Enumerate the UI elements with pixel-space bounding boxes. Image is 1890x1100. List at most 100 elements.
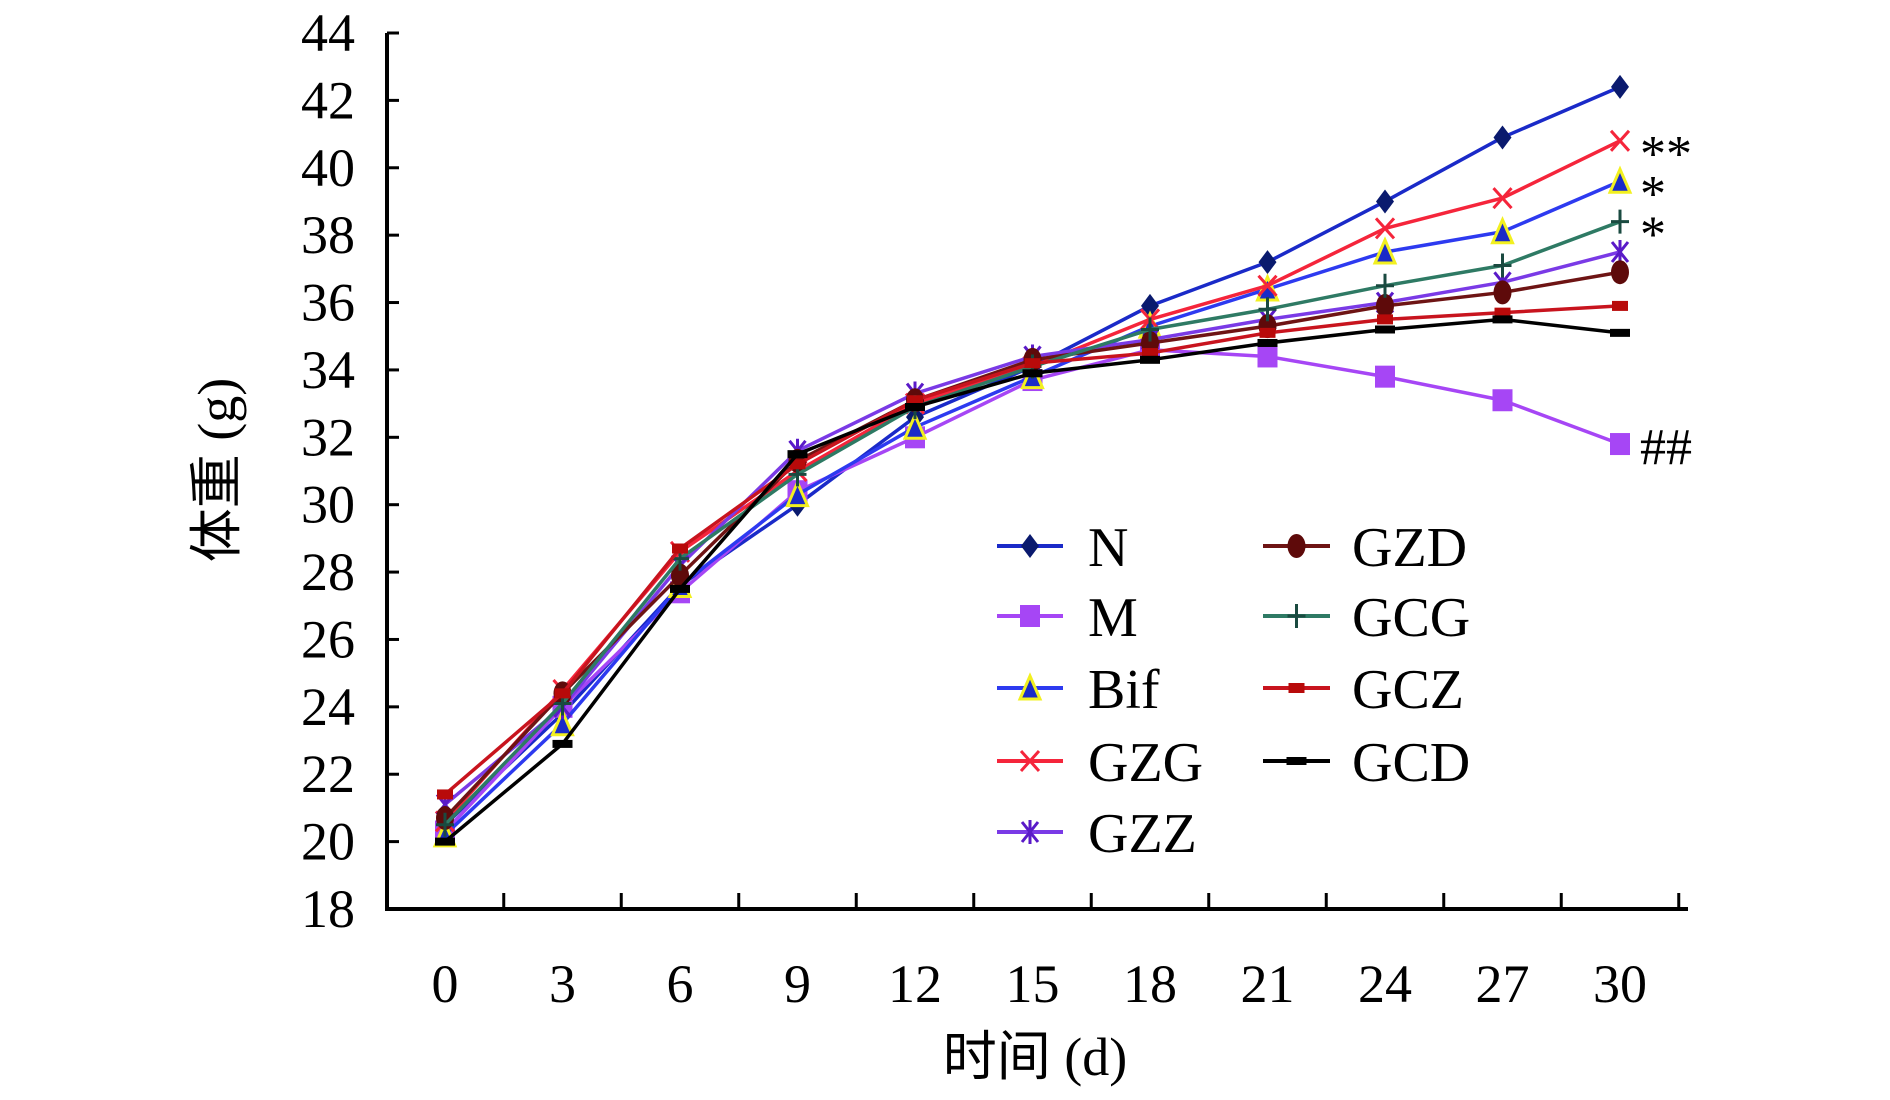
data-point — [1492, 187, 1513, 210]
y-tick-label: 26 — [301, 609, 355, 669]
data-point — [789, 459, 806, 470]
data-point — [1492, 315, 1513, 324]
data-point — [1493, 280, 1512, 305]
data-point — [1610, 328, 1630, 337]
annotation-layer: ****## — [1640, 126, 1692, 476]
data-point — [1022, 369, 1043, 378]
data-point — [1493, 253, 1512, 278]
x-tick-label: 27 — [1476, 954, 1530, 1014]
y-tick-label: 22 — [301, 744, 355, 804]
data-point — [1141, 293, 1159, 318]
series-gcd — [435, 315, 1630, 846]
x-tick-label: 18 — [1123, 954, 1177, 1014]
x-axis-title: 时间 (d) — [943, 1027, 1127, 1087]
legend-marker-icon — [1020, 820, 1040, 844]
y-tick-label: 34 — [301, 340, 355, 400]
data-point — [1140, 355, 1160, 364]
x-tick-label: 30 — [1593, 954, 1647, 1014]
y-tick-label: 42 — [301, 70, 355, 130]
legend-marker-icon — [1017, 672, 1043, 701]
data-point — [1259, 327, 1276, 338]
x-ticks: 0 3 6 9 12 15 18 21 24 27 30 — [432, 893, 1681, 1014]
data-point — [785, 478, 810, 508]
legend-item-m: M — [997, 587, 1138, 649]
data-point — [1610, 433, 1630, 456]
data-point — [672, 543, 688, 554]
legend-label: GZZ — [1088, 803, 1197, 865]
legend-marker-icon — [1021, 534, 1039, 558]
legend-item-bif: Bif — [997, 659, 1160, 721]
data-point — [905, 402, 925, 411]
x-tick-label: 21 — [1241, 954, 1295, 1014]
legend-item-n: N — [997, 517, 1128, 579]
data-point — [1375, 365, 1395, 388]
data-point — [1257, 345, 1278, 368]
legend-marker-icon — [1287, 604, 1306, 628]
data-point — [1611, 260, 1629, 285]
series-layer — [432, 74, 1633, 848]
legend-marker-icon — [1288, 683, 1305, 693]
y-tick-label: 30 — [301, 475, 355, 535]
data-point — [552, 739, 573, 748]
data-point — [1258, 250, 1277, 275]
data-point — [1492, 389, 1513, 412]
y-tick-label: 38 — [301, 205, 355, 265]
data-point — [907, 395, 923, 406]
data-point — [1607, 165, 1633, 194]
data-point — [902, 411, 928, 440]
legend-item-gzg: GZG — [997, 732, 1203, 794]
data-point — [436, 812, 454, 837]
significance-annotation: ## — [1640, 419, 1692, 476]
legend-label: M — [1088, 587, 1138, 649]
data-point — [1374, 217, 1396, 240]
legend-marker-icon — [1020, 605, 1040, 627]
y-tick-label: 40 — [301, 138, 355, 198]
data-point — [435, 837, 455, 846]
data-point — [1375, 325, 1395, 334]
data-point — [1141, 317, 1159, 342]
legend-item-gcg: GCG — [1263, 587, 1470, 649]
data-point — [1611, 74, 1629, 99]
legend-item-gcd: GCD — [1263, 732, 1470, 794]
y-tick-label: 44 — [301, 3, 355, 63]
y-ticks: 18 20 22 24 26 28 30 32 34 36 38 40 42 44 — [301, 3, 399, 939]
significance-annotation: * — [1640, 166, 1666, 223]
data-point — [1258, 297, 1277, 322]
legend-label: GZG — [1088, 732, 1203, 794]
data-point — [1376, 189, 1394, 214]
data-point — [550, 707, 575, 737]
x-tick-label: 0 — [432, 954, 459, 1014]
series-gcz — [437, 300, 1628, 800]
data-point — [1024, 358, 1041, 369]
y-tick-label: 36 — [301, 273, 355, 333]
x-tick-label: 9 — [784, 954, 811, 1014]
x-tick-label: 3 — [549, 954, 576, 1014]
data-point — [670, 584, 690, 593]
data-point — [1142, 348, 1158, 359]
legend-label: Bif — [1088, 659, 1160, 721]
data-point — [1376, 273, 1394, 298]
legend-label: GCZ — [1352, 659, 1464, 721]
series-gzg — [434, 129, 1631, 833]
y-tick-label: 20 — [301, 812, 355, 872]
x-tick-label: 6 — [667, 954, 694, 1014]
significance-annotation: ** — [1640, 126, 1692, 183]
data-point — [1490, 216, 1515, 245]
data-point — [1377, 314, 1393, 325]
data-point — [1257, 274, 1278, 297]
legend-marker-icon — [1019, 749, 1041, 773]
data-point — [1610, 240, 1630, 264]
series-n — [436, 74, 1629, 837]
legend-label: N — [1088, 517, 1128, 579]
data-point — [1609, 129, 1631, 152]
legend-item-gcz: GCZ — [1263, 659, 1464, 721]
legend-label: GCD — [1352, 732, 1470, 794]
data-point — [1257, 338, 1278, 347]
x-tick-label: 12 — [888, 954, 942, 1014]
legend-label: GCG — [1352, 587, 1470, 649]
data-point — [1494, 307, 1511, 318]
data-point — [1611, 209, 1629, 234]
y-tick-label: 18 — [301, 879, 355, 939]
